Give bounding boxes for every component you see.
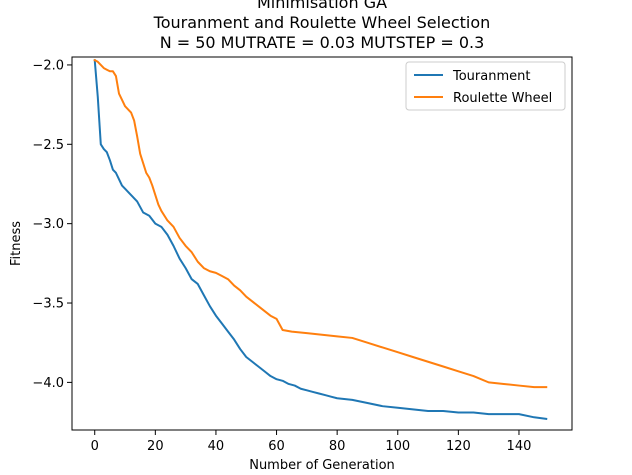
chart-title-line-3: N = 50 MUTRATE = 0.03 MUTSTEP = 0.3: [160, 33, 485, 52]
x-axis-label: Number of Generation: [249, 458, 395, 473]
x-tick-label: 0: [91, 439, 99, 454]
axes-frame: [71, 56, 573, 431]
plot-area: [93, 58, 548, 421]
x-tick-label: 80: [329, 439, 346, 454]
x-tick-label: 100: [385, 439, 410, 454]
x-tick-label: 120: [446, 439, 471, 454]
y-tick-label: −2.0: [32, 58, 64, 73]
legend-label-roulette-wheel: Roulette Wheel: [453, 91, 552, 106]
x-tick-label: 40: [208, 439, 225, 454]
series-line-roulette-wheel: [93, 58, 548, 389]
series-line-touranment: [93, 59, 548, 421]
y-tick-label: −4.0: [32, 376, 64, 391]
y-tick-label: −3.0: [32, 217, 64, 232]
x-tick-label: 140: [507, 439, 532, 454]
legend: Touranment Roulette Wheel: [405, 61, 566, 111]
chart-title-line-1: Minimisation GA: [257, 0, 387, 12]
x-tick-label: 60: [268, 439, 285, 454]
legend-box: [405, 61, 566, 111]
y-tick-label: −3.5: [32, 297, 64, 312]
y-tick-label: −2.5: [32, 138, 64, 153]
x-tick-label: 20: [147, 439, 164, 454]
y-axis-label: Fitness: [9, 221, 24, 266]
axis-ticks: 0 20 40 60 80 100 120 140 −2.0 −2.5 −3.0 −3.5 −4.0: [32, 58, 531, 454]
chart-title-line-2: Touranment and Roulette Wheel Selection: [153, 13, 491, 32]
legend-label-touranment: Touranment: [452, 69, 530, 84]
